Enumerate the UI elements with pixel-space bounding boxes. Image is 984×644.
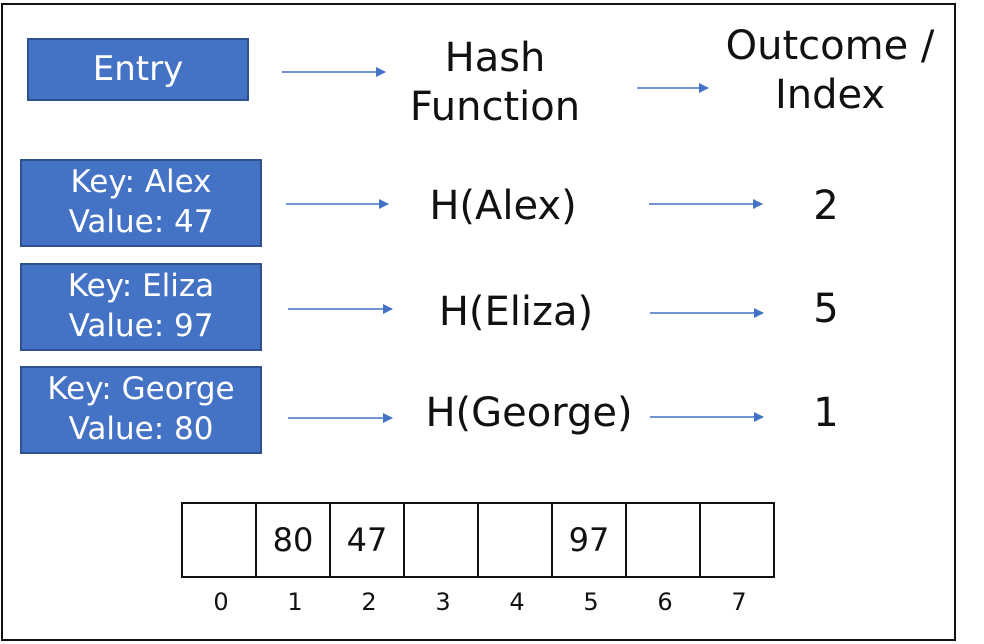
entry-value: Value: 97 <box>68 308 214 344</box>
entry-value: Value: 47 <box>68 204 214 240</box>
entry-box-eliza: Key: Eliza Value: 97 <box>20 263 262 351</box>
array-index-labels: 0 1 2 3 4 5 6 7 <box>185 588 777 616</box>
diagram-frame <box>1 3 956 641</box>
array-cell <box>403 502 479 578</box>
entry-header-box: Entry <box>27 38 249 101</box>
outcome-index-header-line-1: Outcome / <box>725 23 935 69</box>
entry-key: Key: George <box>47 371 235 408</box>
array-cell: 80 <box>255 502 331 578</box>
hash-function-header-line-2: Function <box>409 83 581 130</box>
hash-function-header: Hash Function <box>380 34 610 132</box>
index-result-alex: 2 <box>813 183 839 229</box>
array-cell <box>181 502 257 578</box>
array-index-label: 5 <box>583 588 599 616</box>
outcome-index-header: Outcome / Index <box>712 22 948 120</box>
array-cell: 47 <box>329 502 405 578</box>
array-index-label: 6 <box>657 588 673 616</box>
array-index-label: 3 <box>435 588 451 616</box>
hash-expression-george: H(George) <box>425 390 633 436</box>
hash-function-header-line-1: Hash <box>444 35 546 81</box>
array-index-label: 7 <box>731 588 747 616</box>
hash-expression-eliza: H(Eliza) <box>438 289 594 335</box>
array-index-label: 1 <box>287 588 303 616</box>
entry-value: Value: 80 <box>68 411 214 447</box>
array-cell <box>477 502 553 578</box>
hash-expression-alex: H(Alex) <box>429 183 577 229</box>
entry-header-label: Entry <box>92 49 184 90</box>
entry-key: Key: Eliza <box>67 268 215 305</box>
outcome-index-header-line-2: Index <box>774 71 886 118</box>
array-cell <box>699 502 775 578</box>
index-result-eliza: 5 <box>813 286 839 332</box>
entry-box-george: Key: George Value: 80 <box>20 366 262 454</box>
entry-box-alex: Key: Alex Value: 47 <box>20 159 262 247</box>
array-index-label: 0 <box>213 588 229 616</box>
entry-key: Key: Alex <box>70 164 212 201</box>
array-cell: 97 <box>551 502 627 578</box>
array-cell <box>625 502 701 578</box>
array-index-label: 4 <box>509 588 525 616</box>
index-result-george: 1 <box>813 390 839 436</box>
array-index-label: 2 <box>361 588 377 616</box>
hash-table-array: 80 47 97 <box>181 502 775 578</box>
